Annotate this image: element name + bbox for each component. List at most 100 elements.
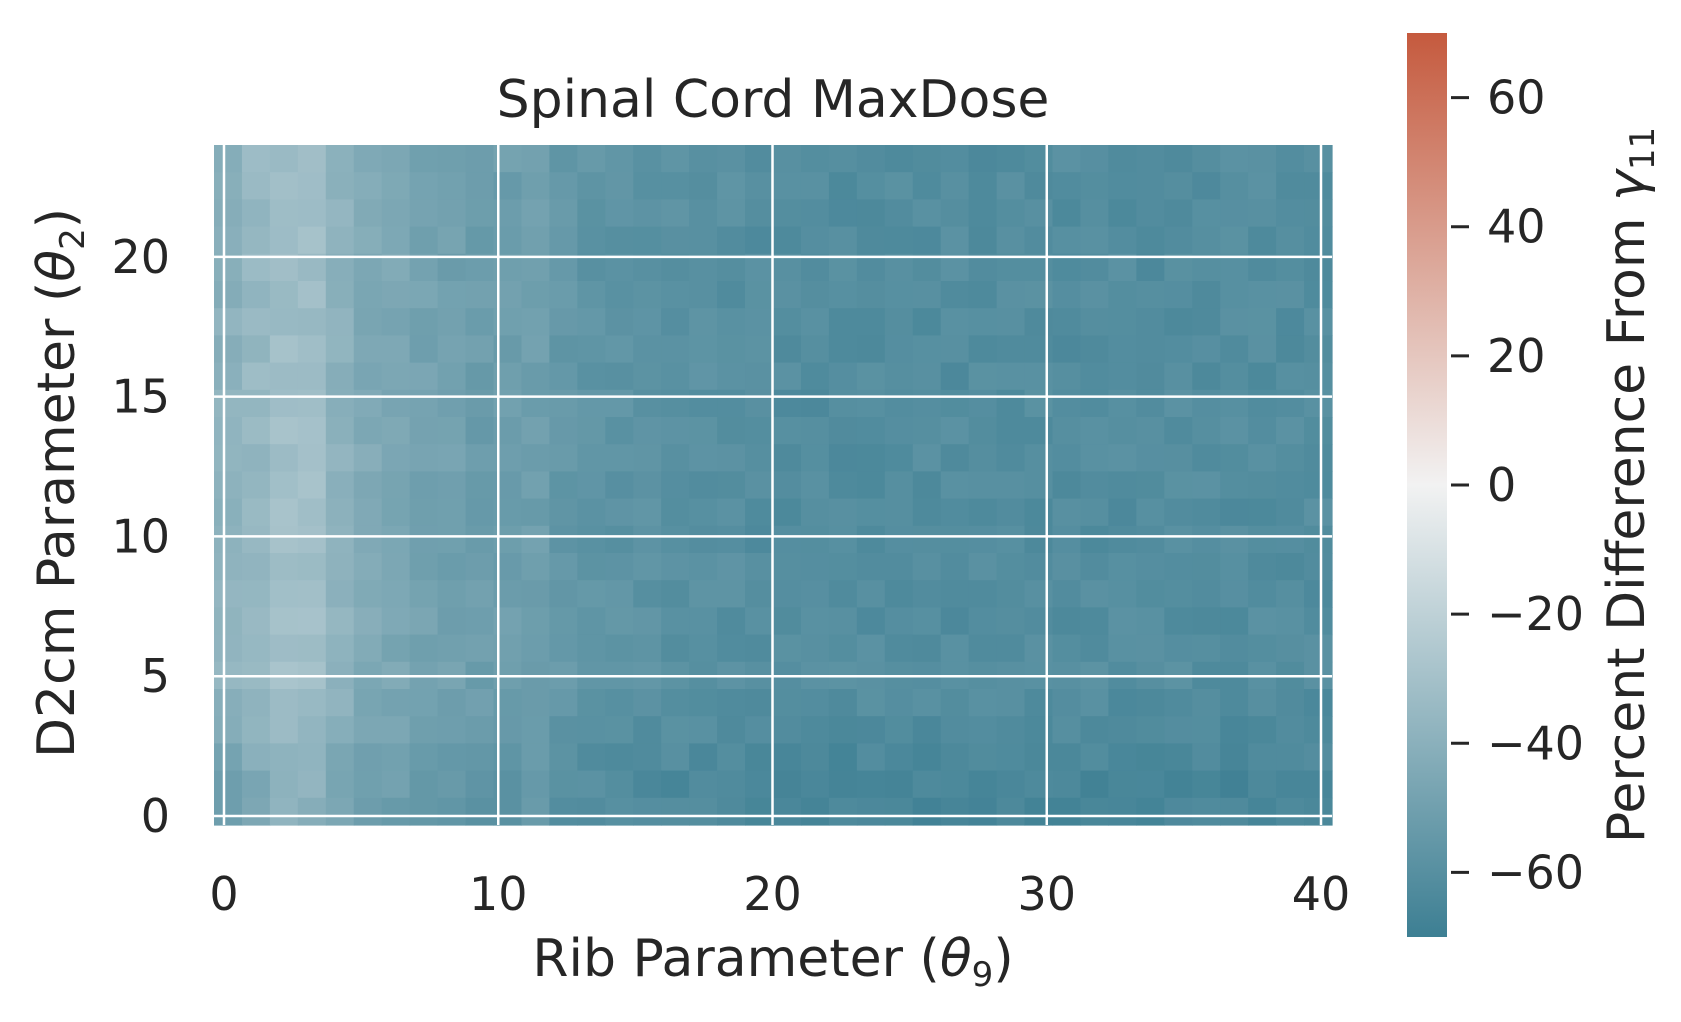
- colorbar-label: Percent Difference From γ11: [1597, 127, 1663, 843]
- heatmap-cell: [353, 444, 383, 472]
- heatmap-cell: [381, 444, 411, 472]
- heatmap-cell: [912, 417, 942, 445]
- heatmap-cell: [241, 797, 271, 826]
- heatmap-cell: [1304, 770, 1333, 799]
- heatmap-cell: [633, 226, 662, 255]
- heatmap-cell: [1024, 172, 1054, 200]
- heatmap-cell: [633, 172, 662, 200]
- heatmap-cell: [1024, 417, 1054, 445]
- heatmap-cell: [409, 743, 439, 772]
- heatmap-cell: [521, 145, 550, 173]
- heatmap-cell: [241, 172, 271, 200]
- heatmap-cell: [912, 498, 942, 527]
- heatmap-cell: [241, 389, 271, 418]
- heatmap-cell: [940, 498, 970, 527]
- heatmap-cell: [241, 253, 271, 282]
- heatmap-cell: [297, 281, 327, 309]
- heatmap-cell: [1108, 743, 1137, 772]
- heatmap-cell: [1080, 362, 1109, 391]
- heatmap-cell: [717, 607, 746, 636]
- heatmap-cell: [661, 607, 690, 636]
- heatmap-cell: [577, 770, 606, 799]
- heatmap-cell: [996, 770, 1026, 799]
- heatmap-cell: [381, 145, 411, 173]
- heatmap-cell: [1108, 444, 1137, 472]
- heatmap-cell: [633, 743, 662, 772]
- heatmap-cell: [353, 553, 383, 581]
- heatmap-cell: [661, 498, 690, 527]
- heatmap-cell: [1192, 389, 1221, 418]
- heatmap-cell: [1108, 525, 1137, 554]
- heatmap-cell: [1080, 689, 1109, 717]
- heatmap-cell: [605, 607, 634, 636]
- heatmap-cell: [214, 634, 243, 663]
- heatmap-cell: [661, 335, 690, 364]
- heatmap-cell: [968, 444, 998, 472]
- heatmap-cell: [465, 634, 495, 663]
- heatmap-cell: [297, 145, 327, 173]
- heatmap-cell: [633, 362, 662, 391]
- heatmap-cell: [884, 253, 914, 282]
- heatmap-cell: [856, 362, 886, 391]
- heatmap-cell: [745, 689, 774, 717]
- heatmap-cell: [856, 172, 886, 200]
- heatmap-cell: [1276, 199, 1305, 228]
- heatmap-cell: [1164, 362, 1193, 391]
- heatmap-cell: [269, 417, 299, 445]
- heatmap-cell: [437, 172, 467, 200]
- colorbar-tick-label: 20: [1487, 329, 1546, 383]
- heatmap-cell: [409, 226, 439, 255]
- heatmap-cell: [828, 281, 858, 309]
- heatmap-cell: [1136, 362, 1165, 391]
- heatmap-cell: [214, 281, 243, 309]
- heatmap-cell: [689, 689, 718, 717]
- heatmap-cell: [717, 716, 746, 744]
- heatmap-cell: [1248, 417, 1277, 445]
- heatmap-cell: [1248, 471, 1277, 500]
- heatmap-cell: [577, 417, 606, 445]
- heatmap-cell: [1024, 498, 1054, 527]
- heatmap-cell: [1164, 580, 1193, 608]
- heatmap-cell: [269, 145, 299, 173]
- heatmap-cell: [465, 444, 495, 472]
- heatmap-cell: [549, 525, 578, 554]
- heatmap-cell: [996, 389, 1026, 418]
- heatmap-cell: [633, 145, 662, 173]
- heatmap-cell: [437, 471, 467, 500]
- heatmap-cell: [241, 634, 271, 663]
- colorbar-label-subscript: 11: [1623, 127, 1663, 170]
- heatmap-cell: [214, 689, 243, 717]
- heatmap-cell: [409, 689, 439, 717]
- heatmap-cell: [1220, 634, 1249, 663]
- heatmap-cell: [325, 172, 355, 200]
- heatmap-cell: [325, 389, 355, 418]
- heatmap-cell: [745, 172, 774, 200]
- heatmap-cell: [465, 580, 495, 608]
- heatmap-cell: [1080, 471, 1109, 500]
- heatmap-cell: [1164, 525, 1193, 554]
- heatmap-cell: [800, 580, 830, 608]
- heatmap-cell: [828, 471, 858, 500]
- heatmap-cell: [884, 553, 914, 581]
- heatmap-cell: [884, 471, 914, 500]
- heatmap-cell: [884, 797, 914, 826]
- heatmap-cell: [1192, 172, 1221, 200]
- heatmap-cell: [800, 743, 830, 772]
- heatmap-cell: [577, 580, 606, 608]
- heatmap-cell: [269, 498, 299, 527]
- heatmap-cell: [1220, 498, 1249, 527]
- heatmap-cell: [689, 498, 718, 527]
- heatmap-cell: [856, 145, 886, 173]
- heatmap-cell: [297, 580, 327, 608]
- heatmap-cell: [214, 417, 243, 445]
- heatmap-cell: [968, 797, 998, 826]
- heatmap-cell: [214, 471, 243, 500]
- heatmap-cell: [1164, 716, 1193, 744]
- heatmap-cell: [437, 607, 467, 636]
- heatmap-cell: [1052, 308, 1082, 336]
- heatmap-cell: [1080, 607, 1109, 636]
- heatmap-cell: [353, 525, 383, 554]
- heatmap-cell: [717, 498, 746, 527]
- heatmap-cell: [549, 553, 578, 581]
- x-axis-ticks: 0 10 20 30 40: [209, 867, 1350, 921]
